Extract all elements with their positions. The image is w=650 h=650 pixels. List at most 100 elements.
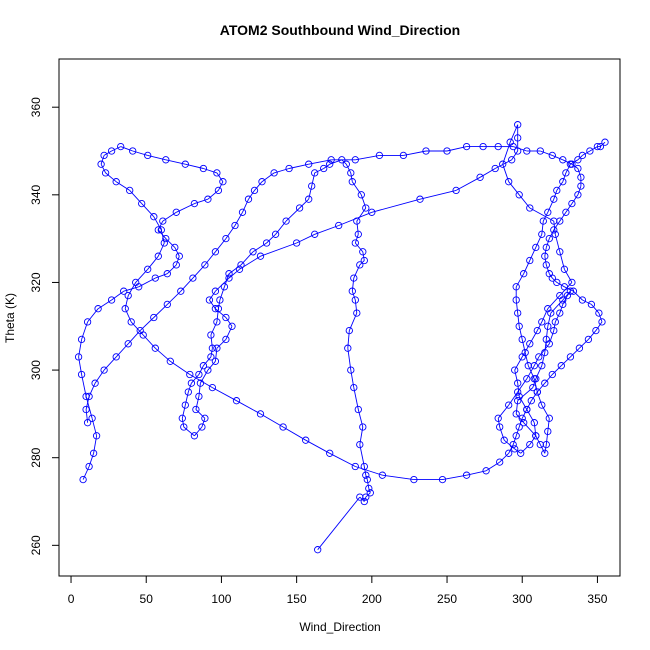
- series-line-segment: [499, 426, 505, 441]
- data-point: [559, 296, 567, 304]
- series-line-segment: [275, 220, 287, 235]
- data-point: [499, 160, 507, 168]
- series-line-segment: [551, 365, 562, 375]
- data-point: [279, 423, 287, 431]
- data-point: [491, 164, 499, 173]
- data-point: [327, 156, 335, 164]
- data-point: [256, 252, 265, 260]
- data-point: [593, 142, 602, 151]
- data-point: [547, 309, 555, 317]
- data-point: [353, 217, 361, 225]
- data-point: [518, 335, 526, 344]
- series-line-segment: [564, 286, 574, 292]
- data-point: [305, 160, 313, 168]
- data-point: [527, 397, 535, 405]
- data-point: [180, 423, 188, 431]
- data-point: [295, 204, 304, 212]
- series-line-segment: [166, 264, 177, 275]
- series-line-segment: [201, 418, 206, 428]
- series-line-segment: [236, 400, 261, 415]
- data-point: [171, 243, 179, 252]
- data-point: [559, 300, 567, 309]
- data-point: [462, 142, 471, 151]
- data-point: [77, 370, 86, 379]
- series-line-segment: [132, 150, 148, 156]
- series-line-segment: [175, 256, 180, 266]
- data-point: [575, 344, 584, 352]
- series-line-segment: [254, 181, 263, 191]
- x-axis-label: Wind_Direction: [299, 620, 380, 634]
- data-point: [162, 234, 170, 243]
- data-point: [195, 392, 203, 401]
- series-line-segment: [526, 400, 532, 410]
- series-line-segment: [103, 150, 112, 156]
- data-point: [514, 388, 522, 396]
- series-line-segment: [194, 198, 209, 205]
- series-line-segment: [526, 409, 535, 423]
- series-line-segment: [308, 185, 313, 200]
- data-point: [592, 326, 600, 335]
- data-point: [172, 208, 180, 216]
- series-line-segment: [529, 247, 537, 261]
- data-point: [422, 147, 430, 155]
- data-point: [363, 475, 371, 484]
- data-point: [584, 335, 593, 344]
- series-line-segment: [544, 247, 547, 257]
- data-point: [601, 138, 609, 146]
- data-point: [85, 392, 93, 401]
- data-point: [311, 230, 319, 238]
- x-tick-label: 250: [437, 592, 457, 606]
- data-point: [375, 151, 384, 160]
- data-point: [335, 221, 343, 230]
- series-line-segment: [535, 435, 541, 445]
- series-line-segment: [323, 163, 330, 169]
- data-point: [350, 274, 358, 282]
- series-line-segment: [210, 321, 218, 336]
- data-point: [198, 423, 206, 431]
- data-point: [538, 401, 546, 409]
- series-line-segment: [353, 264, 361, 279]
- data-point: [539, 217, 547, 225]
- data-point: [262, 239, 271, 247]
- data-point: [181, 160, 189, 168]
- y-tick-label: 260: [29, 535, 43, 555]
- series-line-segment: [127, 282, 137, 296]
- data-point: [514, 134, 522, 142]
- data-point: [523, 405, 531, 414]
- series-line-segment: [362, 251, 365, 261]
- series-line-segment: [189, 374, 213, 388]
- data-point: [544, 208, 552, 216]
- data-point: [150, 213, 158, 221]
- series-line-segment: [329, 159, 342, 165]
- data-point: [514, 379, 522, 387]
- y-tick-label: 340: [29, 184, 43, 204]
- data-point: [162, 156, 170, 164]
- series-line-segment: [533, 356, 540, 366]
- data-point: [515, 392, 523, 401]
- data-point: [578, 296, 587, 304]
- series-line-segment: [552, 154, 563, 161]
- data-point: [509, 440, 517, 449]
- data-point: [121, 305, 129, 313]
- data-point: [187, 379, 196, 387]
- data-point: [515, 191, 523, 199]
- data-point: [538, 318, 546, 326]
- data-point: [574, 164, 582, 173]
- series-line-segment: [215, 308, 227, 318]
- data-point: [494, 414, 502, 422]
- series-line-segment: [545, 326, 549, 340]
- series-line-segment: [544, 256, 547, 265]
- data-point: [354, 405, 362, 414]
- series-line-segment: [123, 286, 139, 292]
- series-line-segment: [216, 172, 224, 182]
- data-point: [500, 436, 508, 444]
- data-point: [533, 326, 541, 335]
- data-point: [213, 169, 221, 177]
- series-line-segment: [582, 299, 592, 305]
- data-point: [587, 300, 596, 309]
- data-point: [577, 182, 585, 190]
- data-point: [551, 230, 559, 238]
- series-line-segment: [547, 418, 550, 432]
- series-line-segment: [502, 142, 511, 165]
